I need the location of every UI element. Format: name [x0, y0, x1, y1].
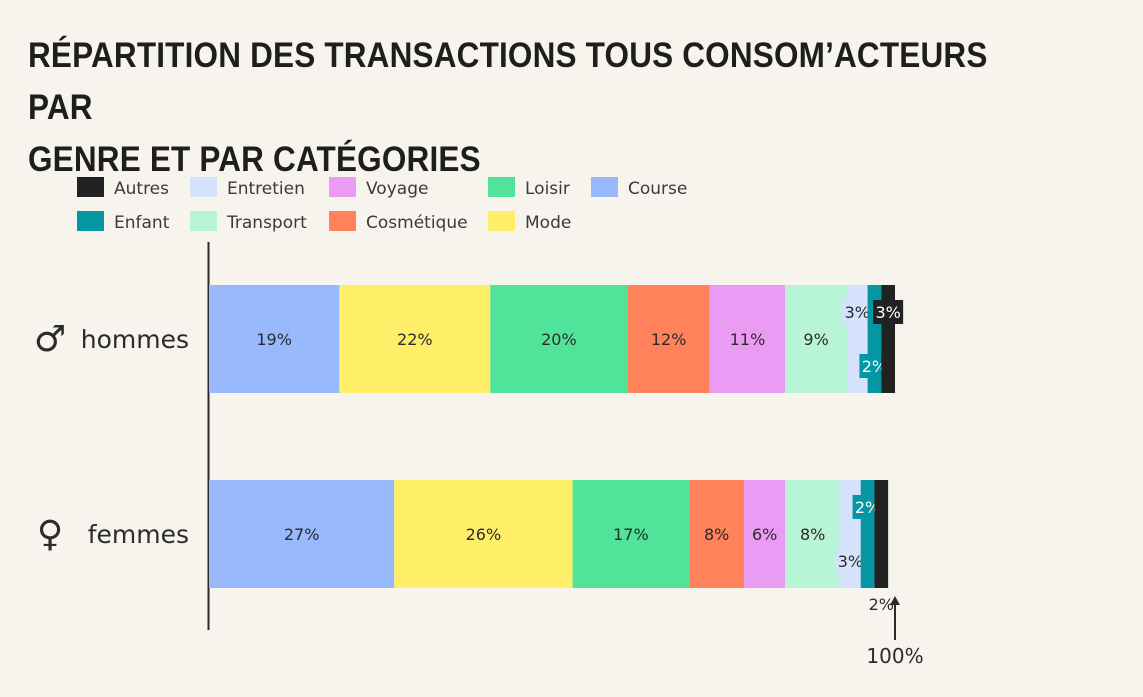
- legend-label-course: Course: [628, 179, 687, 199]
- value-label-voyage-hommes: 11%: [730, 330, 766, 349]
- legend-swatch-mode: [488, 211, 515, 231]
- legend-label-enfant: Enfant: [114, 213, 170, 233]
- end-marker-label: 100%: [866, 644, 923, 668]
- value-label-mode-hommes: 22%: [397, 330, 433, 349]
- chart-title: RÉPARTITION DES TRANSACTIONS TOUS CONSOM…: [28, 30, 1000, 186]
- chart-legend: Autres Entretien Voyage Loisir Course Enfant T…: [77, 177, 687, 233]
- bar-course-hommes: [209, 285, 340, 393]
- category-symbol-femmes: ♀: [37, 514, 63, 555]
- bar-mode-femmes: [394, 480, 573, 588]
- value-label-course-hommes: 19%: [256, 330, 292, 349]
- bar-transport-hommes: [785, 285, 847, 393]
- legend-label-loisir: Loisir: [525, 179, 570, 199]
- chart-title-line-1: RÉPARTITION DES TRANSACTIONS TOUS CONSOM…: [28, 36, 988, 127]
- value-label-voyage-femmes: 6%: [752, 525, 777, 544]
- value-label-bg-autres-hommes: [873, 300, 904, 324]
- end-marker: 100%: [866, 596, 924, 668]
- bar-transport-femmes: [785, 480, 841, 588]
- legend-swatch-autres: [77, 177, 104, 197]
- category-label-hommes: hommes: [81, 325, 189, 354]
- bar-cosmetique-hommes: [627, 285, 710, 393]
- legend-label-mode: Mode: [525, 213, 571, 233]
- value-label-autres-hommes: 3%: [875, 303, 900, 322]
- value-label-bg-entretien-femmes: [835, 549, 866, 573]
- chart-title-line-2: GENRE ET PAR CATÉGORIES: [28, 140, 481, 179]
- bar-voyage-femmes: [744, 480, 786, 588]
- category-label-femmes: femmes: [88, 520, 189, 549]
- value-label-entretien-hommes: 3%: [845, 303, 870, 322]
- legend-label-cosmetique: Cosmétique: [366, 213, 468, 233]
- bar-loisir-femmes: [572, 480, 690, 588]
- value-label-cosmetique-femmes: 8%: [704, 525, 729, 544]
- legend-swatch-loisir: [488, 177, 515, 197]
- bars-group: 19% 22% 20% 12% 11% 9% 3% 2% 3% 27% 26% 17% 8% 6% 8% 3%…: [209, 285, 904, 614]
- legend-swatch-course: [591, 177, 618, 197]
- legend-label-transport: Transport: [226, 213, 307, 233]
- value-label-loisir-hommes: 20%: [541, 330, 577, 349]
- value-label-entretien-femmes: 3%: [838, 552, 863, 571]
- category-labels: ♂ hommes ♀ femmes: [34, 319, 189, 555]
- legend-label-entretien: Entretien: [227, 179, 305, 199]
- legend-swatch-cosmetique: [329, 211, 356, 231]
- legend-swatch-entretien: [190, 177, 217, 197]
- end-marker-arrow-head: [890, 596, 900, 605]
- value-label-mode-femmes: 26%: [466, 525, 502, 544]
- value-label-cosmetique-hommes: 12%: [651, 330, 687, 349]
- legend-label-autres: Autres: [114, 179, 169, 199]
- bar-mode-hommes: [339, 285, 491, 393]
- bar-autres-femmes: [874, 480, 889, 588]
- legend-label-voyage: Voyage: [366, 179, 428, 199]
- category-symbol-hommes: ♂: [34, 319, 66, 360]
- value-label-course-femmes: 27%: [284, 525, 320, 544]
- legend-swatch-transport: [190, 211, 217, 231]
- bar-course-femmes: [209, 480, 395, 588]
- value-label-transport-femmes: 8%: [800, 525, 825, 544]
- value-label-enfant-femmes: 2%: [855, 498, 880, 517]
- legend-swatch-enfant: [77, 211, 104, 231]
- value-label-autres-femmes: 2%: [869, 595, 894, 614]
- value-label-bg-entretien-hommes: [842, 300, 873, 324]
- value-label-loisir-femmes: 17%: [613, 525, 649, 544]
- value-label-transport-hommes: 9%: [803, 330, 828, 349]
- value-label-enfant-hommes: 2%: [862, 357, 887, 376]
- bar-loisir-hommes: [490, 285, 628, 393]
- bar-voyage-hommes: [709, 285, 786, 393]
- legend-swatch-voyage: [329, 177, 356, 197]
- bar-cosmetique-femmes: [689, 480, 745, 588]
